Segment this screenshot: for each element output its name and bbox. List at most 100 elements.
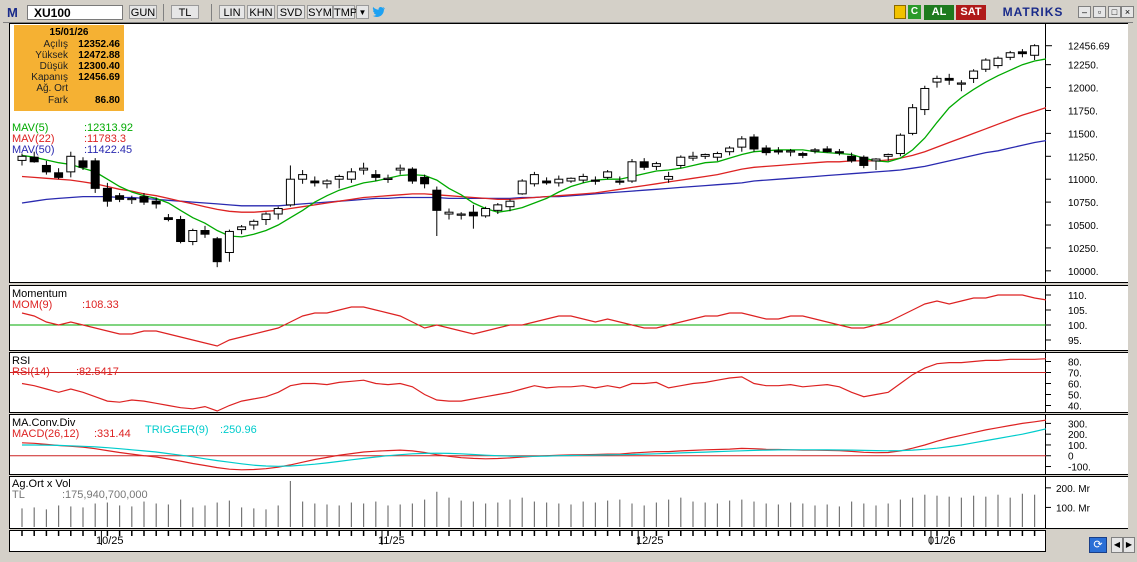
trigger-label: TRIGGER(9):250.96: [145, 424, 257, 436]
candle-body: [444, 211, 454, 215]
candle-body: [261, 213, 271, 221]
candlestick-chart: [17, 44, 1047, 268]
scale-button-lin[interactable]: LIN: [219, 5, 245, 19]
momentum-panel: [9, 285, 1047, 351]
candle-body: [212, 238, 222, 263]
symbol-input[interactable]: XU100: [27, 5, 123, 20]
candle-body: [956, 82, 966, 85]
info-value: 12472.88: [78, 50, 120, 61]
candle-body: [163, 217, 173, 221]
candle-body: [29, 156, 39, 163]
candle-body: [505, 200, 515, 208]
candle-body: [871, 158, 881, 162]
candle-body: [590, 179, 600, 182]
app-logo: M: [7, 5, 18, 20]
info-label: Ağ. Ort: [36, 83, 68, 94]
button-khn[interactable]: KHN: [247, 5, 275, 19]
indicator-tick-label: 80.: [1068, 358, 1082, 369]
restore-icon[interactable]: ▫: [1093, 6, 1106, 18]
candle-body: [407, 168, 417, 182]
buy-button[interactable]: AL: [924, 5, 954, 20]
candle-body: [102, 187, 112, 202]
price-tick-label: 10000.: [1068, 267, 1099, 278]
candle-body: [810, 149, 820, 152]
info-value: 12300.40: [78, 61, 120, 72]
candle-body: [993, 57, 1003, 67]
currency-button-tl[interactable]: TL: [171, 5, 199, 19]
candle-body: [481, 208, 491, 217]
candle-body: [1017, 51, 1027, 55]
candle-body: [725, 147, 735, 153]
button-tmp[interactable]: TMP: [333, 5, 358, 19]
minimize-icon[interactable]: –: [1078, 6, 1091, 18]
indicator-tick-label: 50.: [1068, 391, 1082, 402]
momentum-chart: [10, 294, 1047, 347]
candle-body: [224, 230, 234, 254]
refresh-chart-icon[interactable]: ⟳: [1089, 537, 1107, 553]
candle-body: [1030, 45, 1040, 56]
ma50-label: MAV(50):11422.45: [12, 144, 133, 156]
button-sym[interactable]: SYM: [307, 5, 333, 19]
date-label: 12/25: [636, 535, 664, 547]
candle-body: [1005, 52, 1015, 58]
candle-body: [554, 178, 564, 184]
momentum-label: MOM(9):108.33: [12, 299, 119, 311]
candle-body: [151, 200, 161, 205]
twitter-icon[interactable]: [372, 5, 386, 19]
candle-body: [529, 174, 539, 185]
candle-body: [737, 138, 747, 148]
sell-button[interactable]: SAT: [956, 5, 986, 20]
candle-body: [371, 174, 381, 178]
candle-body: [664, 175, 674, 180]
scroll-left-icon[interactable]: ◀: [1111, 537, 1123, 553]
indicator-tick-label: 40.: [1068, 402, 1082, 413]
close-icon[interactable]: ×: [1121, 6, 1134, 18]
indicator-tick-label: 105.: [1068, 306, 1087, 317]
price-axis: 12456.69 12250. 12000. 11750. 11500. 11250. 11…: [1046, 23, 1128, 283]
period-button-gun[interactable]: GUN: [129, 5, 157, 19]
candle-body: [517, 180, 527, 195]
volume-label: TL:175,940,700,000: [12, 489, 148, 501]
volume-title: Ag.Ort x Vol: [12, 478, 71, 490]
indicator-tick-label: 95.: [1068, 336, 1082, 347]
triangle-down-icon[interactable]: ▼: [356, 5, 369, 19]
indicator-tick-label: 70.: [1068, 369, 1082, 380]
candle-body: [115, 195, 125, 200]
candle-body: [188, 230, 198, 243]
candle-body: [578, 175, 588, 181]
candle-body: [322, 180, 332, 185]
TRIGGER(9)-line: [22, 428, 1047, 467]
candle-body: [249, 220, 259, 226]
info-value: 12456.69: [78, 72, 120, 83]
info-label: Fark: [48, 95, 68, 106]
ma22-label: MAV(22):11783.3: [12, 133, 127, 145]
brand-logo: MATRIKS: [1002, 5, 1064, 19]
candle-body: [90, 160, 100, 189]
price-tick-label: 11250.: [1068, 152, 1098, 163]
candle-body: [54, 172, 64, 178]
button-svd[interactable]: SVD: [277, 5, 305, 19]
candle-body: [420, 176, 430, 185]
candle-body: [944, 77, 954, 81]
date-label: 01/26: [928, 535, 956, 547]
candle-body: [346, 171, 356, 180]
indicator-tick-label: 0: [1068, 452, 1074, 463]
candle-body: [566, 177, 576, 182]
price-tick-label: 11000.: [1068, 175, 1098, 186]
info-label: Kapanış: [31, 72, 68, 83]
candle-body: [615, 180, 625, 183]
candle-body: [712, 153, 722, 158]
rsi-panel: [9, 352, 1047, 413]
maximize-icon[interactable]: □: [1108, 6, 1121, 18]
indicator-tick-label: -100.: [1068, 463, 1091, 474]
candle-body: [981, 59, 991, 70]
info-label: Yüksek: [35, 50, 68, 61]
indicator-tick-label: 110.: [1068, 291, 1087, 302]
refresh-icon[interactable]: C: [908, 5, 921, 19]
price-tick-label: 11750.: [1068, 106, 1098, 117]
candle-body: [859, 156, 869, 166]
pencil-icon[interactable]: [894, 5, 906, 19]
scroll-right-icon[interactable]: ▶: [1123, 537, 1135, 553]
candle-body: [822, 148, 832, 153]
volume-tick-label: 200. Mr: [1056, 484, 1091, 495]
